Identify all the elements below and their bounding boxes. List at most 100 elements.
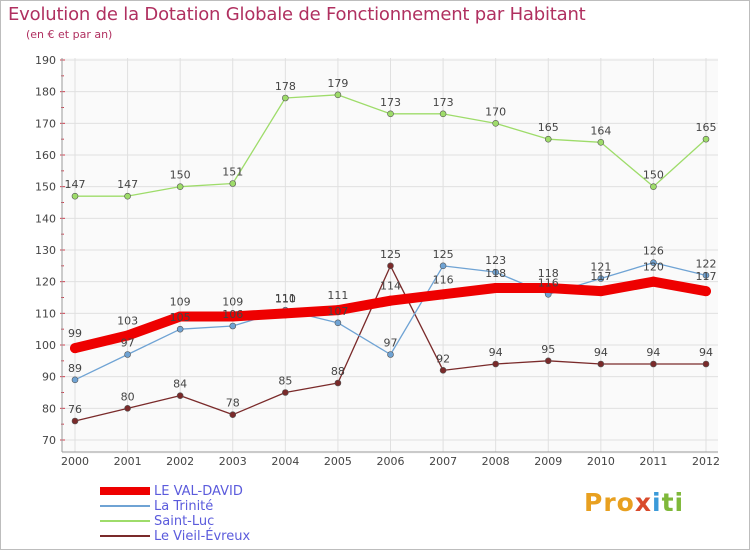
data-point <box>492 268 499 276</box>
data-point <box>387 351 394 358</box>
data-point <box>543 283 554 293</box>
data-label: 164 <box>590 124 611 137</box>
data-point <box>229 322 237 330</box>
data-label: 85 <box>278 375 292 388</box>
series-lines <box>70 91 711 425</box>
data-point <box>124 351 131 358</box>
data-label: 111 <box>327 289 348 302</box>
data-label: 117 <box>696 270 717 283</box>
logo-letter: t <box>661 488 675 517</box>
data-label: 103 <box>117 315 138 328</box>
data-point <box>282 94 289 102</box>
data-label: 109 <box>222 296 243 309</box>
data-point <box>387 110 394 118</box>
data-point <box>492 360 499 368</box>
legend-label: La Trinité <box>154 499 214 514</box>
data-point <box>175 311 186 322</box>
data-label: 173 <box>433 96 454 109</box>
data-label: 150 <box>170 169 191 182</box>
x-tick-label: 2004 <box>271 455 299 468</box>
data-point <box>122 330 133 341</box>
data-point <box>71 376 79 384</box>
data-label: 114 <box>380 280 401 293</box>
x-tick-label: 2012 <box>692 455 720 468</box>
data-point <box>385 295 396 306</box>
y-tick-label: 110 <box>35 307 56 320</box>
y-tick-label: 180 <box>35 86 56 99</box>
data-label: 76 <box>68 403 82 416</box>
data-label: 150 <box>643 169 664 182</box>
data-point <box>702 272 710 279</box>
x-tick-label: 2007 <box>429 455 457 468</box>
logo-letter: i <box>652 488 662 517</box>
data-point <box>334 319 342 327</box>
y-tick-label: 150 <box>35 181 56 194</box>
y-tick-label: 190 <box>35 54 56 67</box>
data-point <box>650 259 657 266</box>
data-label: 106 <box>222 308 243 321</box>
data-point <box>439 110 447 118</box>
data-label: 95 <box>541 343 555 356</box>
data-labels: 76 80 84 78 85 88 125 92 94 95 94 94 94 89 97 105 106 111… <box>65 77 717 416</box>
data-label: 116 <box>433 273 454 286</box>
x-tick-label: 2009 <box>534 455 562 468</box>
data-point <box>334 379 342 387</box>
data-point <box>124 192 131 200</box>
data-label: 125 <box>433 248 454 261</box>
data-label: 110 <box>275 292 296 305</box>
y-tick-label: 90 <box>42 371 56 384</box>
data-point <box>595 286 606 297</box>
data-label: 80 <box>121 390 135 403</box>
data-label: 97 <box>121 337 135 350</box>
data-label: 178 <box>275 80 296 93</box>
data-label: 117 <box>590 270 611 283</box>
data-label: 122 <box>696 257 717 270</box>
data-label: 94 <box>594 346 608 359</box>
data-label: 88 <box>331 365 345 378</box>
data-point <box>70 343 80 354</box>
data-label: 121 <box>590 261 611 274</box>
data-label: 118 <box>538 267 559 280</box>
data-label: 147 <box>117 178 138 191</box>
x-tick-label: 2010 <box>587 455 615 468</box>
data-point <box>597 360 605 368</box>
legend-swatch <box>100 520 150 522</box>
data-label: 151 <box>222 166 243 179</box>
x-tick-label: 2002 <box>166 455 194 468</box>
data-point <box>650 360 657 368</box>
data-point <box>71 192 79 200</box>
data-label: 89 <box>68 362 82 375</box>
logo-letter: P <box>584 488 604 517</box>
data-point <box>387 262 394 270</box>
data-label: 97 <box>384 337 398 350</box>
data-label: 125 <box>380 248 401 261</box>
data-point <box>439 367 447 374</box>
grid <box>62 58 718 454</box>
proxiti-logo: Proxiti <box>584 488 684 517</box>
data-point <box>280 308 291 319</box>
data-point <box>701 286 711 297</box>
y-tick-label: 70 <box>42 434 56 447</box>
logo-letter: i <box>674 488 685 517</box>
data-label: 99 <box>68 327 82 340</box>
data-point <box>544 357 552 365</box>
legend-label: LE VAL-DAVID <box>154 484 243 499</box>
logo-letter: r <box>603 488 617 517</box>
y-tick-label: 100 <box>35 339 56 352</box>
data-label: 94 <box>489 346 503 359</box>
legend-label: Le Vieil-Évreux <box>154 529 251 544</box>
data-point <box>332 305 343 316</box>
data-label: 116 <box>538 276 559 289</box>
data-point <box>124 405 131 412</box>
data-point <box>229 411 237 418</box>
chart-subtitle: (en € et par an) <box>26 28 113 41</box>
data-point <box>71 417 79 425</box>
chart-title: Evolution de la Dotation Globale de Fonc… <box>8 4 586 25</box>
data-point <box>492 120 499 127</box>
logo-letter: o <box>616 488 635 517</box>
y-tick-label: 80 <box>42 402 56 415</box>
legend-swatch <box>100 487 150 495</box>
data-point <box>648 276 659 287</box>
data-point <box>176 325 184 333</box>
